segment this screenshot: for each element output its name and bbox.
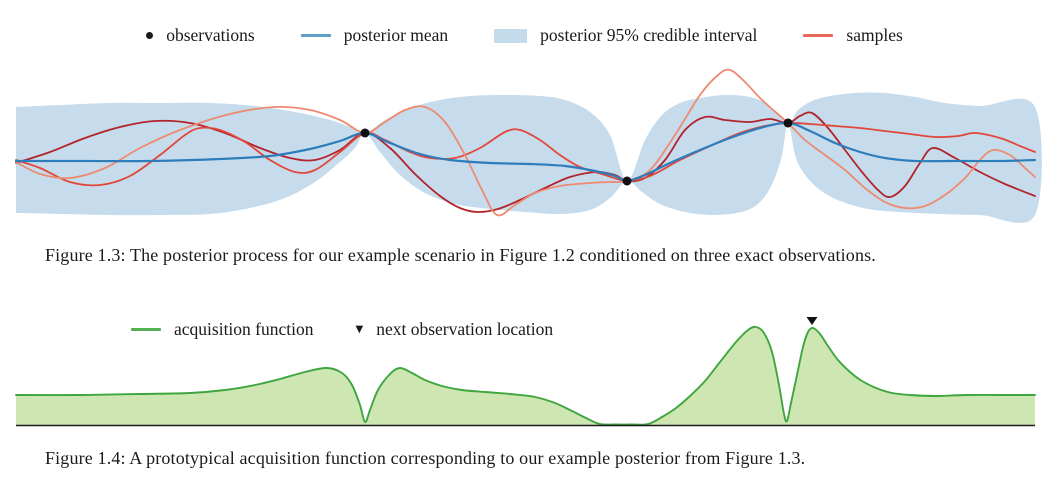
dot-marker-icon: [146, 32, 154, 39]
legend-item: posterior mean: [300, 25, 449, 46]
line-swatch-icon: [803, 34, 834, 37]
acquisition-chart: [15, 317, 1036, 427]
sample-line: [15, 122, 1036, 187]
legend-item: acquisition function: [131, 319, 314, 340]
figure13-caption: Figure 1.3: The posterior process for ou…: [45, 245, 876, 265]
legend-label: samples: [846, 25, 903, 45]
legend-label: next observation location: [376, 319, 554, 339]
next-observation-marker-icon: [806, 317, 818, 325]
observation-dot: [360, 128, 370, 138]
legend-item: samples: [803, 25, 903, 46]
legend-label: posterior mean: [343, 25, 449, 45]
triangle-down-icon: ▼: [355, 323, 364, 335]
line-swatch-icon: [300, 34, 331, 37]
acquisition-line: [15, 325, 1036, 426]
acquisition-legend: acquisition function ▼ next observation lo…: [131, 319, 553, 340]
acquisition-fill: [16, 326, 1035, 425]
legend-label: acquisition function: [174, 319, 314, 339]
legend-label: posterior 95% credible interval: [540, 25, 758, 45]
observation-dot: [622, 176, 632, 186]
band-swatch-icon: [494, 28, 528, 43]
figure14-caption: Figure 1.4: A prototypical acquisition f…: [45, 448, 806, 468]
observation-dot: [783, 118, 793, 128]
legend-item: ▼ next observation location: [356, 319, 554, 340]
posterior-mean-line: [14, 121, 1037, 183]
legend-item: observations: [146, 25, 255, 46]
line-swatch-icon: [131, 328, 161, 331]
sample-line: [15, 68, 1036, 217]
posterior-legend: observations posterior mean posterior 95% …: [0, 25, 1049, 46]
legend-item: posterior 95% credible interval: [494, 25, 757, 46]
legend-label: observations: [166, 25, 255, 45]
posterior-chart: [14, 68, 1042, 224]
